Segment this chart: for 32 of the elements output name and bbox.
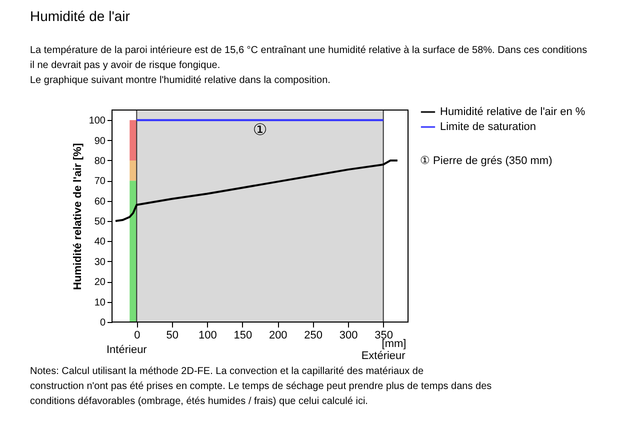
x-tick-label: 200 — [268, 330, 288, 342]
x-tick-label: 300 — [339, 330, 358, 342]
y-tick-label: 50 — [94, 216, 106, 228]
y-tick-label: 10 — [94, 297, 106, 308]
text: Intérieur — [106, 344, 148, 356]
text: Extérieur — [361, 350, 406, 362]
y-tick-label: 60 — [94, 196, 106, 208]
bar — [130, 180, 137, 322]
y-axis-title: Humidité relative de l'air [%] — [72, 142, 84, 290]
text: ① Pierre de grés (350 mm) — [420, 155, 552, 167]
legend-label: Limite de saturation — [440, 121, 536, 133]
y-tick-label: 90 — [94, 136, 106, 147]
x-tick-label: 100 — [198, 330, 217, 342]
y-tick-label: 20 — [94, 277, 106, 288]
chart-subtitle: La température de la paroi intérieure est de 15,6 °C entraînant une humidité relative à la surface de 58%. Dans ces conditions il ne devrait pas y avoir de risque fongique. Le graphique suivant montre l'humidité relative dans la composition. — [30, 45, 588, 86]
text: Notes: Calcul utilisant la méthode 2D-FE. La convection et la capillarité des matériaux de construction n'ont pas été prises en compte. Le temps de séchage peut prendre plus de temps dans des conditions défavorables (ombrage, étés humides / frais) que celui calculé ici. — [30, 366, 492, 407]
y-tick-label: 80 — [94, 156, 106, 167]
x-tick-label: 250 — [304, 330, 323, 342]
legend-label: Humidité relative de l'air en % — [440, 106, 586, 118]
y-tick-label: 100 — [88, 116, 106, 127]
x-axis-title: [mm] — [382, 338, 406, 350]
bar — [130, 120, 137, 160]
bar — [130, 160, 137, 181]
y-tick-label: 40 — [94, 236, 106, 248]
x-tick-label: 150 — [234, 330, 252, 342]
y-tick-label: 0 — [100, 318, 106, 328]
y-tick-label: 70 — [94, 176, 106, 188]
x-tick-label: 0 — [134, 330, 140, 342]
x-tick-label: 50 — [166, 330, 179, 342]
y-tick-label: 30 — [94, 256, 106, 268]
band-label: ① — [252, 120, 268, 139]
chart-title: Humidité de l'air — [30, 8, 130, 24]
